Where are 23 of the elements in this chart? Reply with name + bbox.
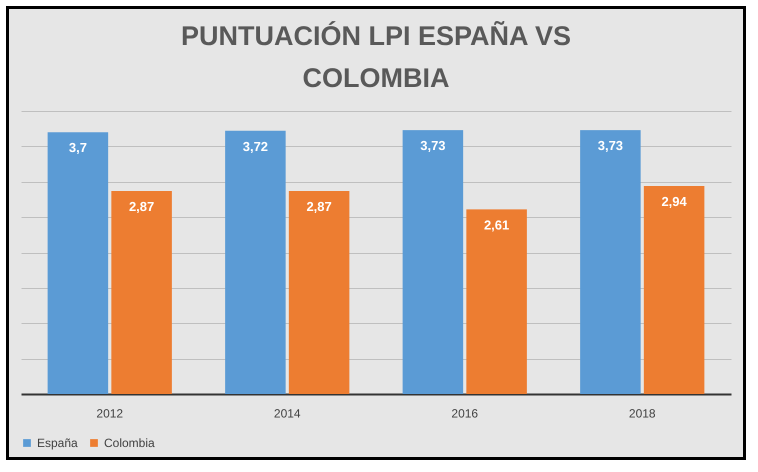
data-label: 2,87 bbox=[306, 198, 332, 214]
chart-title: PUNTUACIÓN LPI ESPAÑA VS COLOMBIA bbox=[180, 20, 572, 93]
x-tick-label: 2012 bbox=[96, 406, 124, 420]
bar bbox=[225, 130, 286, 394]
data-label: 3,73 bbox=[598, 138, 624, 154]
bar bbox=[402, 130, 464, 394]
x-tick-label: 2016 bbox=[451, 406, 478, 420]
bar bbox=[288, 190, 350, 394]
bar bbox=[644, 186, 704, 394]
data-label: 2,61 bbox=[484, 217, 510, 232]
bar bbox=[580, 130, 641, 394]
data-label: 3,73 bbox=[420, 138, 446, 154]
x-tick-label: 2014 bbox=[274, 406, 301, 420]
bar bbox=[466, 209, 527, 394]
bar bbox=[48, 132, 108, 394]
x-tick-label: 2018 bbox=[628, 406, 656, 420]
legend-label: España bbox=[37, 436, 78, 450]
bar bbox=[111, 190, 172, 394]
data-label: 3,7 bbox=[68, 140, 87, 156]
data-label: 3,72 bbox=[242, 138, 268, 154]
data-label: 2,87 bbox=[128, 198, 154, 214]
data-label: 2,94 bbox=[661, 194, 688, 209]
legend-label: Colombia bbox=[104, 436, 156, 450]
